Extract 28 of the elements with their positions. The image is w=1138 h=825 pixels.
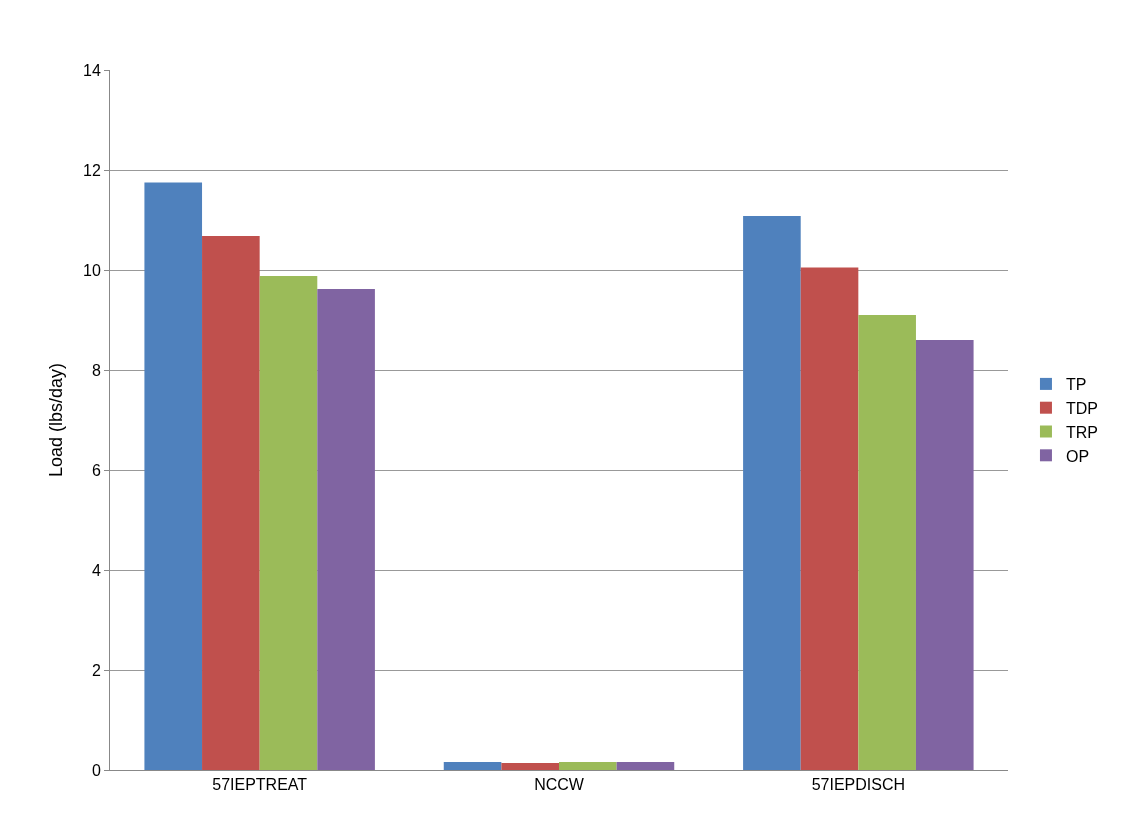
bar — [743, 216, 801, 770]
y-axis-title: Load (lbs/day) — [46, 362, 67, 478]
bar — [317, 289, 375, 770]
y-tick-label: 8 — [91, 361, 101, 379]
bar — [616, 762, 675, 770]
bar — [144, 182, 203, 770]
bar — [800, 267, 859, 770]
x-tick-label: 57IEPDISCH — [811, 776, 906, 794]
y-tick-label: 14 — [83, 61, 101, 79]
bar — [259, 276, 318, 770]
y-tick-label: 12 — [83, 161, 101, 179]
x-tick-label: NCCW — [534, 776, 585, 794]
bar — [915, 340, 974, 770]
x-tick-label: 57IEPTREAT — [212, 776, 308, 794]
bar — [443, 762, 502, 770]
y-tick-label: 6 — [91, 461, 101, 479]
legend-label: TRP — [1065, 423, 1098, 441]
bar — [202, 236, 260, 770]
y-tick-label: 2 — [91, 661, 101, 679]
legend-label: TP — [1065, 376, 1087, 394]
bar — [858, 315, 916, 770]
legend-label: OP — [1065, 447, 1090, 465]
y-tick-label: 0 — [91, 761, 101, 779]
bar — [501, 763, 559, 770]
bar — [559, 762, 617, 770]
legend-label: TDP — [1065, 399, 1098, 417]
y-tick-label: 4 — [91, 561, 101, 579]
y-tick-label: 10 — [83, 261, 101, 279]
